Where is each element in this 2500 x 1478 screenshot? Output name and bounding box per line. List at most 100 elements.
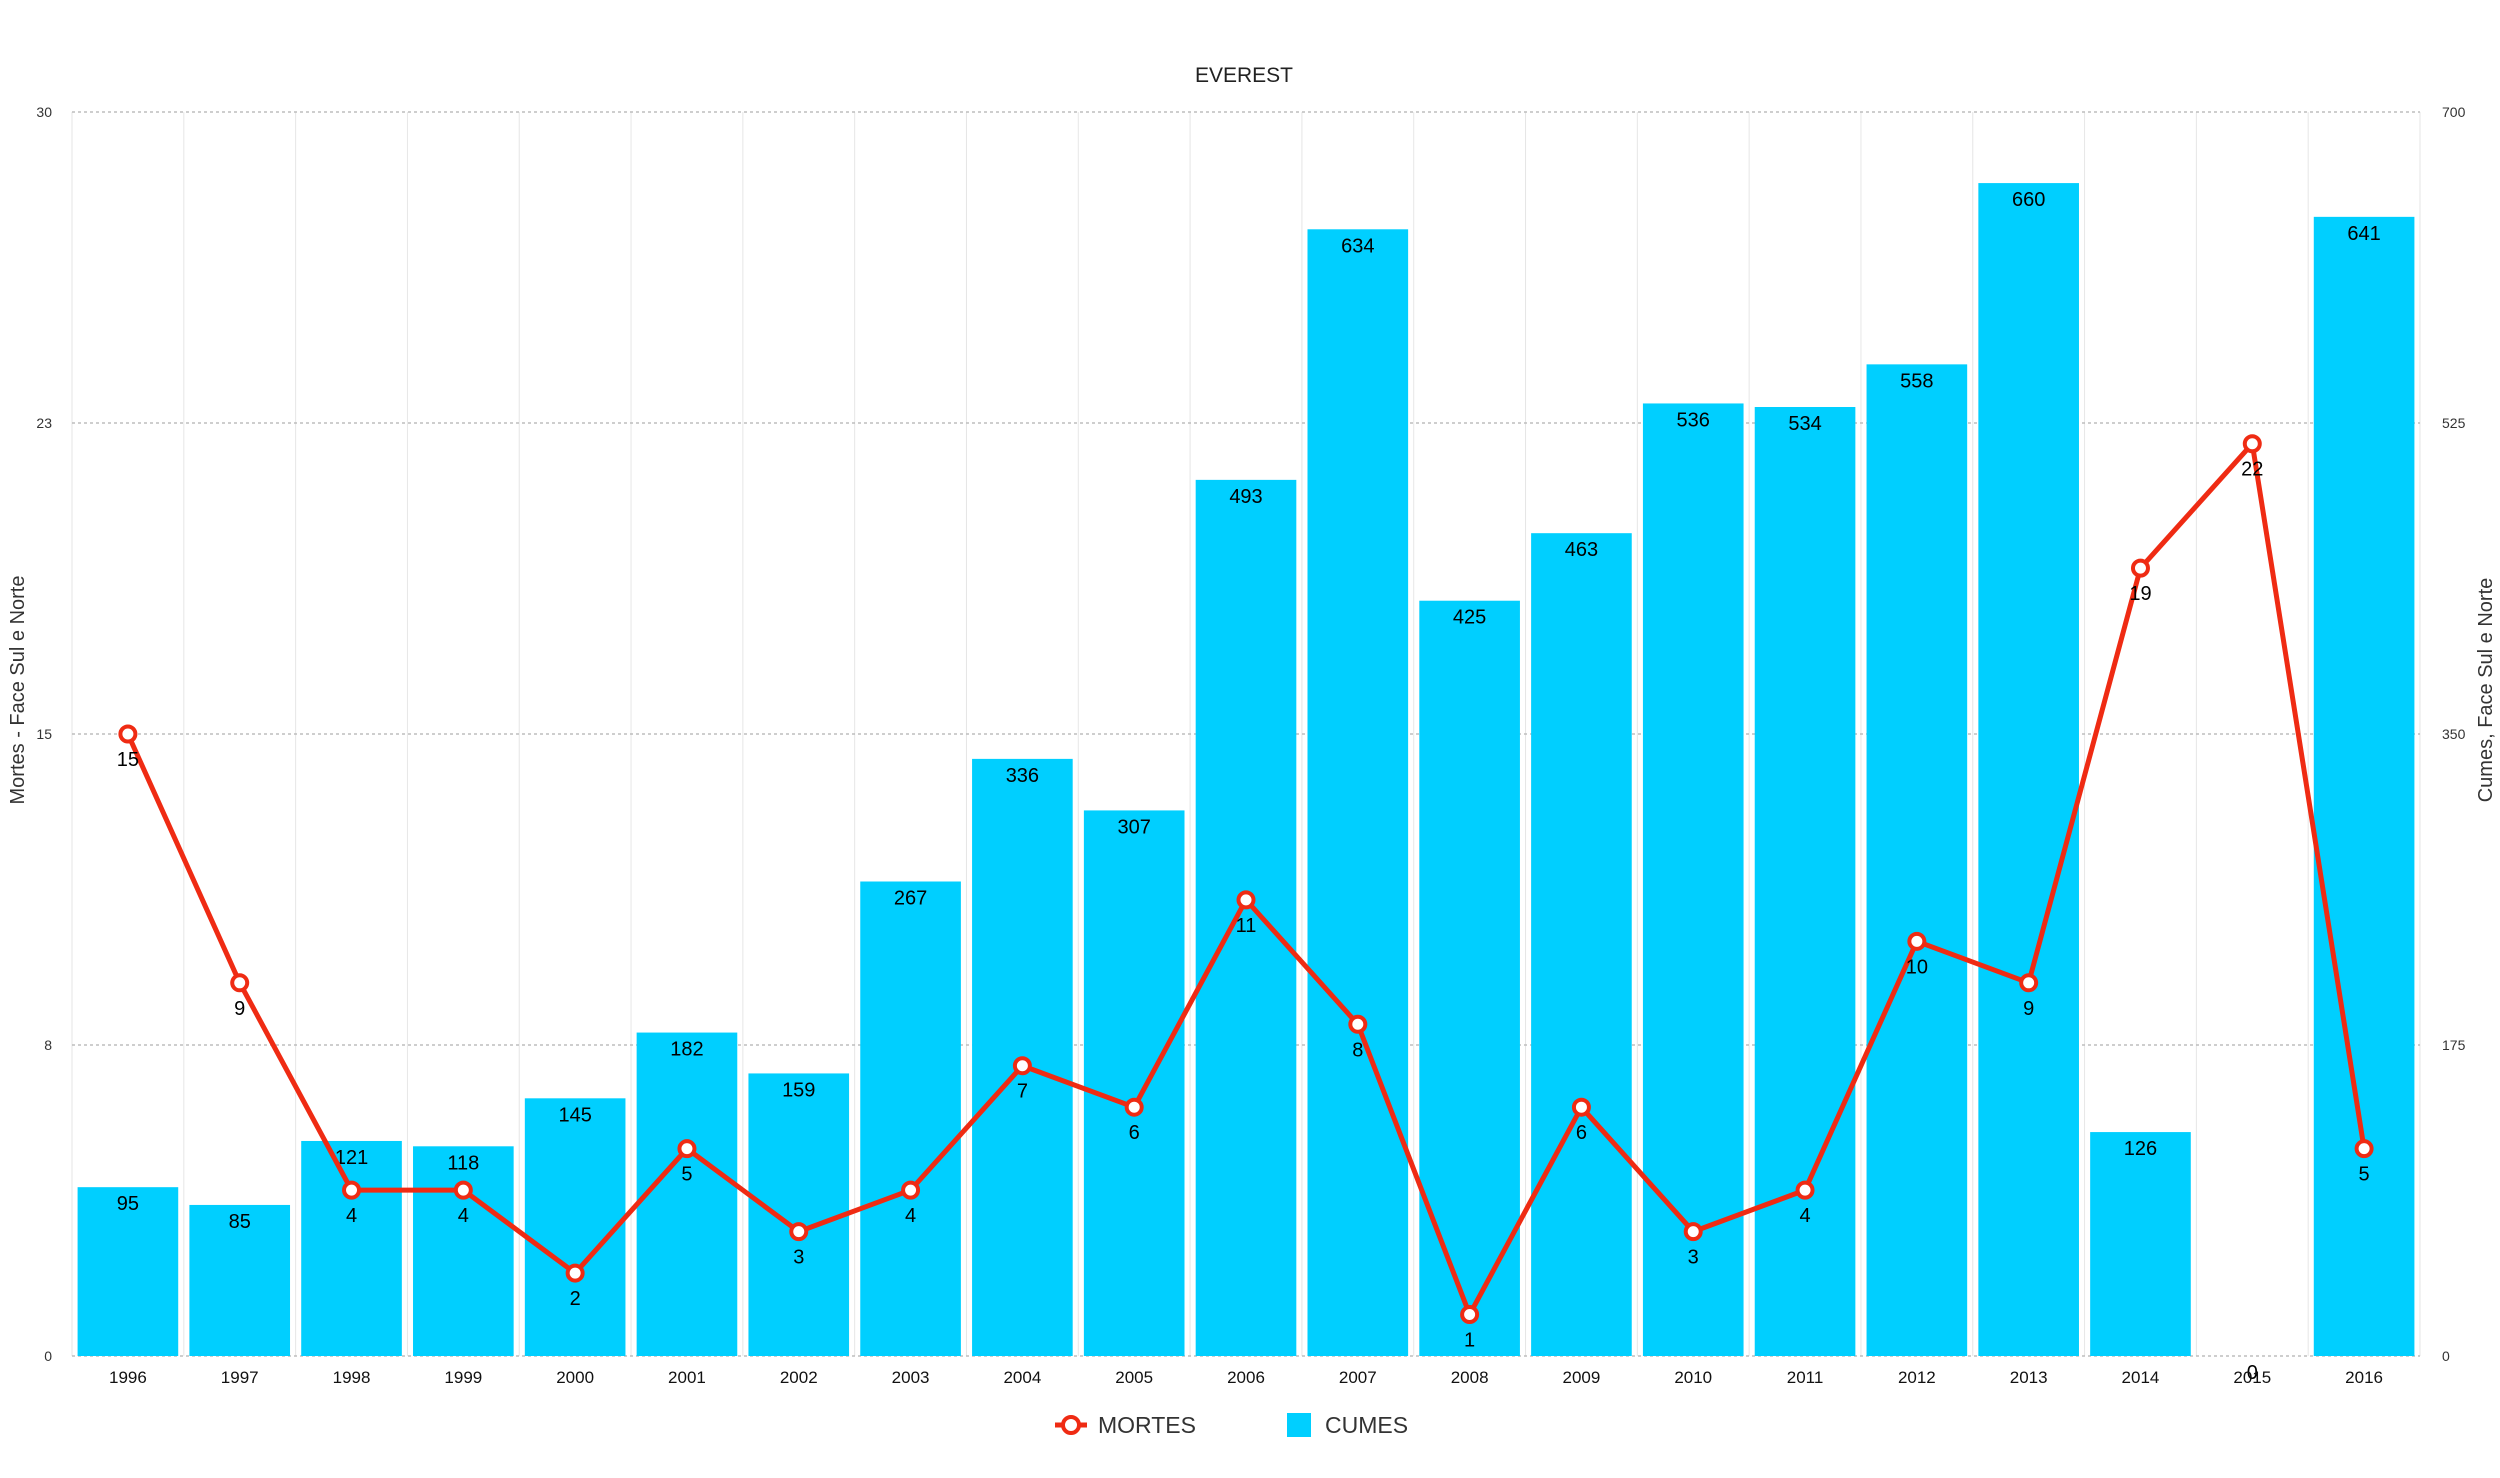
bar-cumes-2013[interactable] bbox=[1978, 183, 2079, 1357]
point-label-mortes-2002: 3 bbox=[793, 1247, 804, 1269]
left-tick-label: 0 bbox=[44, 1348, 52, 1364]
bar-cumes-2002[interactable] bbox=[748, 1073, 850, 1356]
point-label-mortes-2015: 22 bbox=[2241, 459, 2263, 481]
x-tick-label: 2004 bbox=[1003, 1368, 1041, 1387]
bar-cumes-1998[interactable] bbox=[301, 1140, 402, 1356]
point-mortes-2016[interactable] bbox=[2354, 1139, 2374, 1159]
point-mortes-2015[interactable] bbox=[2242, 434, 2262, 454]
bar-cumes-1999[interactable] bbox=[413, 1146, 514, 1356]
point-label-mortes-2013: 9 bbox=[2023, 998, 2034, 1020]
point-mortes-2005[interactable] bbox=[1124, 1097, 1144, 1117]
point-mortes-2006[interactable] bbox=[1236, 890, 1256, 910]
bar-cumes-2009[interactable] bbox=[1531, 533, 1632, 1356]
point-label-mortes-2008: 1 bbox=[1464, 1330, 1475, 1352]
point-mortes-1997[interactable] bbox=[230, 973, 250, 993]
x-tick-label: 2013 bbox=[2010, 1368, 2048, 1387]
x-tick-label: 1998 bbox=[333, 1368, 371, 1387]
bar-cumes-2003[interactable] bbox=[860, 881, 961, 1356]
point-mortes-2010[interactable] bbox=[1683, 1222, 1703, 1242]
point-mortes-2009[interactable] bbox=[1571, 1097, 1591, 1117]
point-mortes-1999[interactable] bbox=[453, 1180, 473, 1200]
point-mortes-2002[interactable] bbox=[789, 1222, 809, 1242]
point-label-mortes-2007: 8 bbox=[1352, 1039, 1363, 1061]
point-label-mortes-1998: 4 bbox=[346, 1205, 357, 1227]
point-label-mortes-1997: 9 bbox=[234, 998, 245, 1020]
point-label-mortes-1999: 4 bbox=[458, 1205, 469, 1227]
bar-cumes-1996[interactable] bbox=[77, 1187, 179, 1356]
x-tick-label: 2009 bbox=[1563, 1368, 1601, 1387]
legend-item-cumes[interactable]: CUMES bbox=[1287, 1412, 1408, 1438]
x-tick-label: 2008 bbox=[1451, 1368, 1489, 1387]
bar-cumes-2001[interactable] bbox=[636, 1032, 738, 1356]
bar-cumes-2014[interactable] bbox=[2090, 1132, 2191, 1356]
bar-series-cumes bbox=[77, 183, 2415, 1357]
point-mortes-2007[interactable] bbox=[1348, 1014, 1368, 1034]
x-tick-label: 2015 bbox=[2233, 1368, 2271, 1387]
x-tick-label: 2007 bbox=[1339, 1368, 1377, 1387]
legend-mortes-label: MORTES bbox=[1098, 1412, 1196, 1438]
bar-label-cumes-2002: 159 bbox=[782, 1079, 815, 1101]
bar-label-cumes-2004: 336 bbox=[1006, 765, 1039, 787]
bar-label-cumes-2010: 536 bbox=[1677, 409, 1710, 431]
bar-cumes-2016[interactable] bbox=[2313, 216, 2415, 1356]
x-tick-label: 2012 bbox=[1898, 1368, 1936, 1387]
point-mortes-2003[interactable] bbox=[901, 1180, 921, 1200]
bar-label-cumes-2003: 267 bbox=[894, 888, 927, 910]
legend-cumes-label: CUMES bbox=[1325, 1412, 1408, 1438]
bar-label-cumes-2011: 534 bbox=[1788, 413, 1821, 435]
legend: MORTES CUMES bbox=[1055, 1412, 1408, 1438]
x-tick-label: 2011 bbox=[1787, 1368, 1824, 1387]
point-mortes-2000[interactable] bbox=[565, 1263, 585, 1283]
x-tick-label: 1997 bbox=[221, 1368, 259, 1387]
x-tick-label: 2010 bbox=[1674, 1368, 1712, 1387]
point-label-mortes-2005: 6 bbox=[1129, 1122, 1140, 1144]
bar-cumes-2008[interactable] bbox=[1419, 600, 1520, 1356]
bar-cumes-2010[interactable] bbox=[1642, 403, 1744, 1356]
bar-cumes-2000[interactable] bbox=[524, 1098, 626, 1356]
bar-cumes-2012[interactable] bbox=[1866, 364, 1968, 1357]
point-label-mortes-2010: 3 bbox=[1688, 1247, 1699, 1269]
point-label-mortes-2011: 4 bbox=[1799, 1205, 1810, 1227]
point-mortes-2014[interactable] bbox=[2130, 558, 2150, 578]
point-mortes-2011[interactable] bbox=[1795, 1180, 1815, 1200]
point-mortes-2001[interactable] bbox=[677, 1139, 697, 1159]
x-tick-label: 2014 bbox=[2122, 1368, 2160, 1387]
right-tick-label: 525 bbox=[2442, 415, 2466, 431]
right-tick-label: 175 bbox=[2442, 1037, 2466, 1053]
left-tick-label: 8 bbox=[44, 1037, 52, 1053]
chart-title: EVEREST bbox=[1195, 64, 1293, 87]
point-mortes-1996[interactable] bbox=[118, 724, 138, 744]
left-tick-label: 15 bbox=[36, 726, 52, 742]
point-mortes-2004[interactable] bbox=[1012, 1056, 1032, 1076]
x-tick-label: 2005 bbox=[1115, 1368, 1153, 1387]
point-mortes-2008[interactable] bbox=[1460, 1305, 1480, 1325]
bar-label-cumes-2000: 145 bbox=[558, 1104, 591, 1126]
point-mortes-1998[interactable] bbox=[342, 1180, 362, 1200]
point-mortes-2012[interactable] bbox=[1907, 931, 1927, 951]
right-axis-ticks: 0 175 350 525 700 bbox=[2442, 104, 2466, 1364]
x-tick-label: 2016 bbox=[2345, 1368, 2383, 1387]
point-mortes-2013[interactable] bbox=[2019, 973, 2039, 993]
x-tick-label: 1999 bbox=[444, 1368, 482, 1387]
point-label-mortes-2006: 11 bbox=[1236, 915, 1257, 937]
bar-cumes-2007[interactable] bbox=[1307, 229, 1409, 1357]
bar-cumes-2005[interactable] bbox=[1083, 810, 1185, 1356]
legend-item-mortes[interactable]: MORTES bbox=[1055, 1412, 1196, 1438]
point-label-mortes-2012: 10 bbox=[1906, 956, 1928, 978]
left-axis-label: Mortes - Face Sul e Norte bbox=[7, 576, 29, 805]
point-label-mortes-2014: 19 bbox=[2129, 583, 2151, 605]
bar-label-cumes-1998: 121 bbox=[335, 1147, 368, 1169]
x-tick-label: 2006 bbox=[1227, 1368, 1265, 1387]
line-series-mortes bbox=[118, 434, 2374, 1325]
bar-label-cumes-2007: 634 bbox=[1341, 235, 1374, 257]
bar-label-cumes-1997: 85 bbox=[229, 1211, 251, 1233]
point-label-mortes-2016: 5 bbox=[2359, 1164, 2370, 1186]
bar-cumes-2006[interactable] bbox=[1195, 479, 1297, 1357]
bar-cumes-1997[interactable] bbox=[189, 1204, 291, 1356]
bar-label-cumes-2005: 307 bbox=[1118, 816, 1151, 838]
left-axis-ticks: 0 8 15 23 30 bbox=[36, 104, 52, 1364]
bar-label-cumes-2015: 0 bbox=[2247, 1362, 2258, 1384]
point-label-mortes-2000: 2 bbox=[570, 1288, 581, 1310]
